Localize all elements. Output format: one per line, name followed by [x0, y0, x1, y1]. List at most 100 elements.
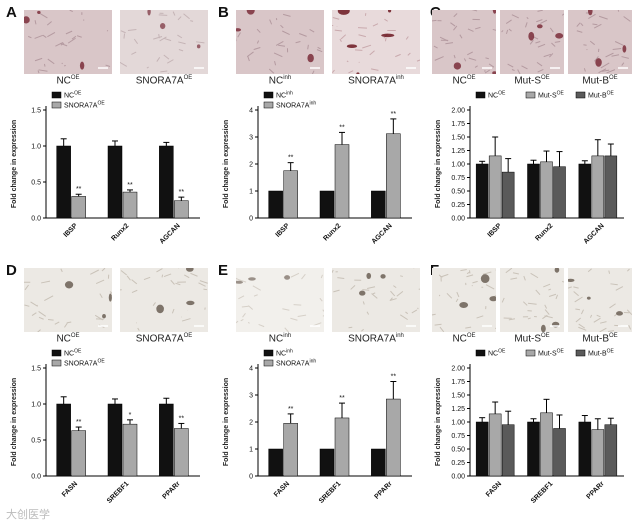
- y-tick-label: 0.25: [451, 202, 465, 209]
- micrograph-label: SNORA7Ainh: [348, 333, 404, 345]
- significance-marker: **: [127, 182, 133, 189]
- y-tick-label: 1.00: [451, 162, 465, 169]
- bar: [268, 448, 283, 477]
- bar-chart: Fold change in expression 0.0 0.5 1.0 1.5 NCO…: [11, 91, 200, 246]
- y-tick-label: 0.5: [31, 180, 41, 187]
- panel-e: E NCinh SNORA7Ainh Fold change in expressi…: [216, 262, 421, 517]
- bar: [540, 412, 553, 477]
- panel-a: A NCOE SNORA7AOE Fold change in expression…: [4, 4, 209, 259]
- y-tick-label: 0.0: [31, 474, 41, 481]
- legend-swatch: [263, 91, 274, 99]
- bar: [159, 145, 174, 219]
- bar: [540, 161, 553, 219]
- y-tick-label: 1.0: [31, 144, 41, 151]
- micrograph-label: NCOE: [452, 75, 476, 87]
- bar: [107, 145, 123, 219]
- significance-marker: **: [179, 189, 185, 196]
- x-tick-label: AGCAN: [371, 222, 394, 245]
- legend-label: NCOE: [488, 349, 506, 358]
- significance-marker: **: [288, 155, 294, 162]
- y-tick-label: 0.5: [31, 438, 41, 445]
- bar: [591, 155, 605, 219]
- y-tick-label: 0.0: [31, 216, 41, 223]
- legend-label: Mut-BOE: [588, 349, 615, 358]
- x-tick-label: FASN: [485, 480, 503, 498]
- micrograph-label: Mut-BOE: [582, 75, 618, 87]
- legend-label: Mut-SOE: [538, 349, 565, 358]
- bar-chart: Fold change in expression 0 1 2 3 4 NCinhSNORA…: [223, 349, 412, 505]
- watermark: 大创医学: [6, 509, 50, 521]
- x-tick-label: SREBF1: [530, 480, 555, 505]
- legend-swatch: [51, 101, 62, 109]
- y-axis-label: Fold change in expression: [435, 378, 442, 466]
- y-tick-label: 2.00: [451, 366, 465, 373]
- x-tick-label: PPARr: [161, 480, 181, 500]
- x-tick-label: Runx2: [322, 222, 342, 242]
- y-tick-label: 1.50: [451, 135, 465, 142]
- bar: [334, 417, 350, 477]
- y-tick-label: 3: [249, 135, 253, 142]
- legend-swatch: [263, 359, 274, 367]
- y-tick-label: 1.5: [31, 108, 41, 115]
- legend-swatch: [475, 349, 486, 357]
- x-tick-label: IBSP: [275, 222, 292, 239]
- legend-label: NCinh: [276, 349, 293, 358]
- y-tick-label: 3: [249, 393, 253, 400]
- y-tick-label: 1.00: [451, 420, 465, 427]
- x-tick-label: Runx2: [110, 222, 130, 242]
- bar: [501, 424, 515, 477]
- significance-marker: **: [391, 111, 397, 118]
- y-tick-label: 2: [249, 162, 253, 169]
- panel-label: D: [6, 262, 17, 279]
- bar: [174, 200, 189, 219]
- x-tick-label: SREBF1: [106, 480, 131, 505]
- bar: [56, 145, 71, 219]
- micrograph-label: Mut-SOE: [514, 333, 550, 345]
- significance-marker: **: [179, 415, 185, 422]
- micrograph-image: [568, 10, 632, 74]
- bar: [488, 155, 502, 219]
- legend-label: Mut-BOE: [588, 91, 615, 100]
- micrograph-image: [500, 10, 564, 74]
- y-tick-label: 1.5: [31, 366, 41, 373]
- bar: [527, 421, 540, 477]
- bar: [371, 448, 386, 477]
- y-tick-label: 0.75: [451, 433, 465, 440]
- y-axis-label: Fold change in expression: [223, 378, 230, 466]
- significance-marker: *: [129, 412, 132, 419]
- micrograph-label: NCinh: [268, 75, 292, 87]
- bar: [386, 398, 401, 477]
- bar: [283, 423, 298, 477]
- bar-chart: Fold change in expression 0.00 0.25 0.50 0.7…: [435, 349, 624, 505]
- significance-marker: **: [76, 186, 82, 193]
- bar: [174, 428, 189, 477]
- bar: [371, 190, 386, 219]
- significance-marker: **: [339, 395, 345, 402]
- significance-marker: **: [339, 124, 345, 131]
- legend-label: SNORA7AOE: [64, 359, 105, 368]
- legend-label: NCOE: [488, 91, 506, 100]
- legend-swatch: [51, 359, 62, 367]
- panel-d: D NCOE SNORA7AOE Fold change in expression…: [4, 262, 209, 517]
- bar: [122, 191, 138, 219]
- x-tick-label: AGCAN: [159, 222, 182, 245]
- y-tick-label: 0: [249, 216, 253, 223]
- legend-swatch: [263, 349, 274, 357]
- y-tick-label: 1.25: [451, 406, 465, 413]
- y-tick-label: 0.75: [451, 175, 465, 182]
- y-axis-label: Fold change in expression: [435, 120, 442, 208]
- bar: [122, 423, 138, 477]
- micrograph-image: [236, 268, 324, 332]
- micrograph-label: NCOE: [452, 333, 476, 345]
- micrograph-label: Mut-BOE: [582, 333, 618, 345]
- y-tick-label: 1: [249, 189, 253, 196]
- x-tick-label: PPARr: [585, 480, 605, 500]
- micrograph-image: [120, 268, 208, 332]
- micrograph-image: [332, 10, 420, 74]
- x-tick-label: IBSP: [487, 222, 504, 239]
- bar-chart: Fold change in expression 0 1 2 3 4 NCinhSNORA…: [223, 91, 412, 246]
- legend-swatch: [51, 91, 62, 99]
- legend-swatch: [575, 349, 586, 357]
- micrograph-image: [500, 268, 564, 332]
